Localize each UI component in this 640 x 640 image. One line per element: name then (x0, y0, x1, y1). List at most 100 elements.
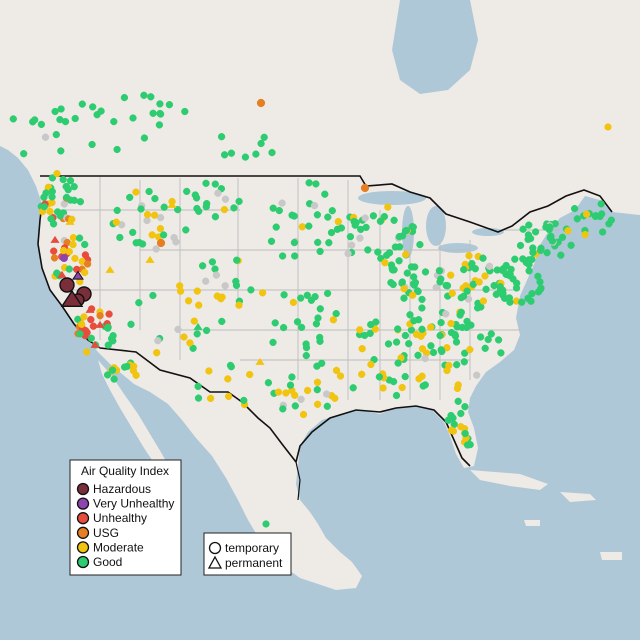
station-marker[interactable] (436, 278, 444, 286)
station-marker[interactable] (272, 223, 280, 231)
station-marker[interactable] (221, 195, 230, 203)
station-marker[interactable] (312, 320, 321, 328)
station-marker[interactable] (347, 241, 356, 249)
station-marker[interactable] (313, 211, 322, 219)
station-marker[interactable] (56, 212, 64, 220)
station-marker[interactable] (390, 216, 398, 224)
station-marker[interactable] (418, 304, 426, 312)
station-marker[interactable] (494, 336, 503, 344)
station-marker[interactable] (153, 349, 161, 357)
station-marker[interactable] (460, 265, 468, 274)
station-marker[interactable] (256, 98, 266, 108)
station-marker[interactable] (50, 247, 58, 255)
station-marker[interactable] (582, 210, 591, 218)
station-marker[interactable] (528, 289, 536, 298)
station-marker[interactable] (463, 441, 472, 449)
station-marker[interactable] (384, 203, 392, 211)
station-marker[interactable] (20, 150, 28, 158)
station-marker[interactable] (211, 265, 219, 273)
station-marker[interactable] (135, 238, 143, 247)
station-marker[interactable] (376, 217, 385, 225)
station-marker[interactable] (227, 363, 235, 371)
station-marker[interactable] (411, 263, 419, 271)
station-marker[interactable] (421, 381, 429, 389)
station-marker[interactable] (224, 375, 232, 383)
station-marker-permanent[interactable] (60, 289, 84, 307)
station-marker[interactable] (66, 177, 75, 185)
station-marker[interactable] (247, 286, 255, 294)
station-marker[interactable] (392, 391, 401, 400)
station-marker[interactable] (258, 289, 267, 297)
station-marker[interactable] (233, 256, 241, 264)
station-marker[interactable] (476, 333, 485, 341)
station-marker[interactable] (437, 346, 445, 354)
station-marker[interactable] (502, 261, 510, 270)
station-marker[interactable] (81, 240, 89, 249)
station-marker[interactable] (398, 383, 406, 392)
station-marker[interactable] (457, 409, 465, 418)
station-marker[interactable] (235, 197, 243, 206)
station-marker[interactable] (479, 297, 488, 305)
station-marker[interactable] (78, 100, 86, 108)
station-marker[interactable] (414, 351, 422, 359)
station-marker[interactable] (401, 372, 409, 381)
station-marker[interactable] (282, 389, 290, 397)
station-marker[interactable] (96, 312, 104, 320)
station-marker[interactable] (279, 323, 288, 332)
station-marker[interactable] (598, 228, 607, 236)
station-marker[interactable] (87, 334, 95, 342)
station-marker[interactable] (299, 410, 308, 419)
station-marker[interactable] (487, 330, 495, 338)
station-marker[interactable] (279, 405, 287, 413)
station-marker[interactable] (149, 291, 157, 300)
station-marker[interactable] (356, 234, 364, 242)
station-marker[interactable] (145, 187, 153, 196)
station-marker[interactable] (291, 402, 299, 410)
station-marker[interactable] (89, 103, 97, 111)
station-marker[interactable] (291, 391, 299, 399)
station-marker[interactable] (76, 198, 85, 206)
station-marker[interactable] (302, 351, 310, 360)
station-marker[interactable] (278, 252, 287, 260)
station-marker[interactable] (206, 394, 215, 403)
station-marker[interactable] (143, 210, 152, 219)
station-marker[interactable] (46, 207, 54, 216)
station-marker[interactable] (418, 372, 426, 380)
station-marker[interactable] (408, 291, 417, 299)
station-marker[interactable] (202, 326, 211, 335)
station-marker[interactable] (75, 234, 84, 242)
station-marker[interactable] (104, 323, 112, 331)
station-marker[interactable] (358, 345, 366, 353)
station-marker[interactable] (597, 200, 605, 208)
station-marker[interactable] (332, 366, 341, 375)
station-marker[interactable] (313, 400, 322, 408)
station-marker[interactable] (328, 207, 336, 215)
station-marker[interactable] (240, 396, 248, 405)
station-marker[interactable] (316, 337, 324, 345)
station-marker[interactable] (62, 193, 71, 202)
station-marker[interactable] (241, 153, 250, 161)
station-marker-permanent[interactable] (167, 200, 177, 208)
station-marker[interactable] (387, 278, 395, 287)
station-marker[interactable] (323, 402, 331, 410)
station-marker[interactable] (71, 254, 79, 263)
station-marker[interactable] (525, 221, 533, 229)
station-marker[interactable] (132, 371, 140, 379)
station-marker[interactable] (180, 333, 188, 341)
station-marker[interactable] (170, 233, 178, 242)
station-marker[interactable] (184, 297, 193, 305)
station-marker[interactable] (220, 205, 229, 214)
station-marker[interactable] (591, 212, 600, 221)
station-marker[interactable] (269, 204, 277, 212)
station-marker[interactable] (450, 420, 458, 428)
station-marker[interactable] (37, 120, 46, 129)
station-marker[interactable] (360, 183, 370, 193)
station-marker[interactable] (456, 311, 464, 319)
station-marker[interactable] (527, 297, 535, 305)
station-marker[interactable] (454, 397, 462, 405)
station-marker[interactable] (369, 212, 378, 220)
station-marker[interactable] (394, 325, 402, 333)
station-marker[interactable] (135, 299, 143, 307)
station-marker[interactable] (316, 247, 324, 256)
station-marker[interactable] (264, 379, 273, 387)
